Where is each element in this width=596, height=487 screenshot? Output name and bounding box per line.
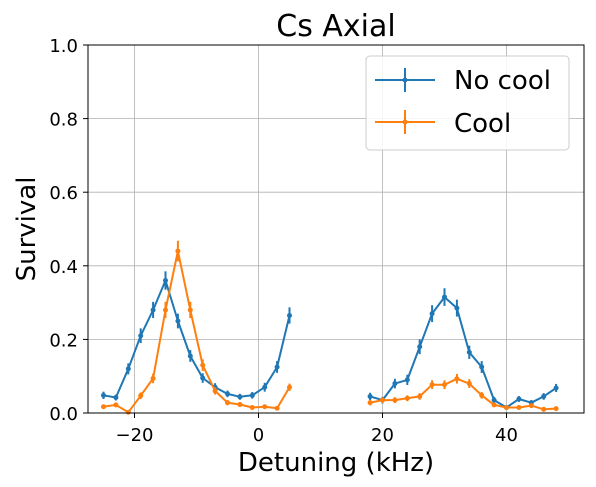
y-tick-label: 0.8 bbox=[49, 110, 78, 131]
data-point-no-cool bbox=[249, 392, 255, 398]
data-point-cool bbox=[541, 406, 547, 412]
data-point-no-cool bbox=[367, 393, 373, 399]
series-line-no-cool bbox=[369, 296, 557, 409]
data-point-cool bbox=[163, 307, 168, 313]
data-point-no-cool bbox=[163, 278, 168, 284]
data-point-cool bbox=[429, 382, 435, 388]
data-point-cool bbox=[249, 404, 255, 410]
x-tick-label: −20 bbox=[116, 425, 154, 446]
data-point-no-cool bbox=[466, 349, 472, 355]
data-point-no-cool bbox=[262, 384, 268, 390]
series-line-no-cool bbox=[103, 279, 291, 399]
data-point-no-cool bbox=[516, 396, 522, 402]
data-point-no-cool bbox=[392, 381, 398, 387]
data-point-no-cool bbox=[429, 311, 435, 317]
series-line-cool bbox=[103, 250, 291, 414]
chart-title: Cs Axial bbox=[276, 9, 395, 44]
x-tick-label: 0 bbox=[253, 425, 264, 446]
data-point-cool bbox=[101, 404, 106, 410]
x-tick-label: 40 bbox=[495, 425, 518, 446]
data-point-cool bbox=[392, 397, 398, 403]
data-point-cool bbox=[237, 402, 243, 408]
data-point-no-cool bbox=[237, 394, 243, 400]
data-point-cool bbox=[274, 405, 280, 411]
data-point-no-cool bbox=[442, 294, 447, 300]
data-point-no-cool bbox=[175, 318, 181, 324]
data-point-cool bbox=[553, 406, 559, 412]
legend-marker-no-cool bbox=[402, 77, 408, 83]
data-point-no-cool bbox=[287, 312, 292, 318]
data-point-no-cool bbox=[113, 395, 119, 401]
data-point-no-cool bbox=[101, 392, 106, 398]
y-tick-label: 0.0 bbox=[49, 404, 78, 425]
plot-area bbox=[101, 240, 559, 415]
data-point-no-cool bbox=[187, 353, 193, 359]
data-point-cool bbox=[175, 248, 181, 254]
data-point-cool bbox=[113, 402, 119, 408]
legend-entry-no-cool: No cool bbox=[375, 66, 551, 96]
data-point-cool bbox=[200, 362, 206, 368]
y-axis-label: Survival bbox=[12, 177, 42, 282]
ticks: −20 0 20 40 0.0 0.2 0.4 0.6 0.8 1.0 bbox=[49, 36, 518, 446]
data-point-cool bbox=[125, 409, 131, 415]
data-point-cool bbox=[367, 400, 373, 406]
legend-marker-cool bbox=[402, 119, 408, 125]
series-line-cool bbox=[369, 377, 557, 411]
data-point-cool bbox=[466, 381, 472, 387]
data-point-cool bbox=[417, 393, 423, 399]
data-point-cool bbox=[442, 382, 447, 388]
data-point-cool bbox=[528, 403, 534, 409]
y-tick-label: 0.2 bbox=[49, 330, 78, 351]
data-point-cool bbox=[454, 376, 460, 382]
legend: No cool Cool bbox=[365, 55, 570, 151]
data-point-no-cool bbox=[417, 344, 423, 350]
data-point-no-cool bbox=[225, 391, 230, 397]
data-point-cool bbox=[138, 393, 144, 399]
data-point-no-cool bbox=[125, 366, 131, 372]
data-point-no-cool bbox=[454, 305, 460, 311]
data-point-cool bbox=[212, 388, 218, 394]
data-point-cool bbox=[491, 402, 497, 408]
data-point-cool bbox=[187, 307, 193, 313]
data-point-cool bbox=[516, 404, 522, 410]
data-point-no-cool bbox=[150, 307, 156, 313]
data-point-no-cool bbox=[404, 377, 410, 383]
data-point-no-cool bbox=[491, 397, 497, 403]
series-no-cool bbox=[101, 271, 559, 410]
x-axis-label: Detuning (kHz) bbox=[238, 448, 434, 478]
y-tick-label: 0.6 bbox=[49, 183, 78, 204]
data-point-cool bbox=[504, 404, 509, 410]
axes-frame bbox=[87, 44, 585, 414]
legend-label-no-cool: No cool bbox=[454, 66, 551, 96]
data-point-cool bbox=[150, 375, 156, 381]
y-tick-label: 0.4 bbox=[49, 257, 78, 278]
data-point-cool bbox=[479, 392, 485, 398]
data-point-cool bbox=[404, 395, 410, 401]
data-point-cool bbox=[262, 404, 268, 410]
data-point-cool bbox=[287, 384, 292, 390]
data-point-cool bbox=[380, 397, 385, 403]
y-tick-label: 1.0 bbox=[49, 36, 78, 57]
x-tick-label: 20 bbox=[371, 425, 394, 446]
data-point-no-cool bbox=[541, 393, 547, 399]
data-point-no-cool bbox=[200, 375, 206, 381]
data-point-cool bbox=[225, 400, 230, 406]
data-point-no-cool bbox=[274, 364, 280, 370]
data-point-no-cool bbox=[138, 333, 144, 339]
legend-label-cool: Cool bbox=[454, 109, 511, 139]
data-point-no-cool bbox=[479, 364, 485, 370]
data-point-no-cool bbox=[553, 385, 559, 391]
legend-entry-cool: Cool bbox=[375, 109, 511, 139]
series-cool bbox=[101, 240, 559, 415]
